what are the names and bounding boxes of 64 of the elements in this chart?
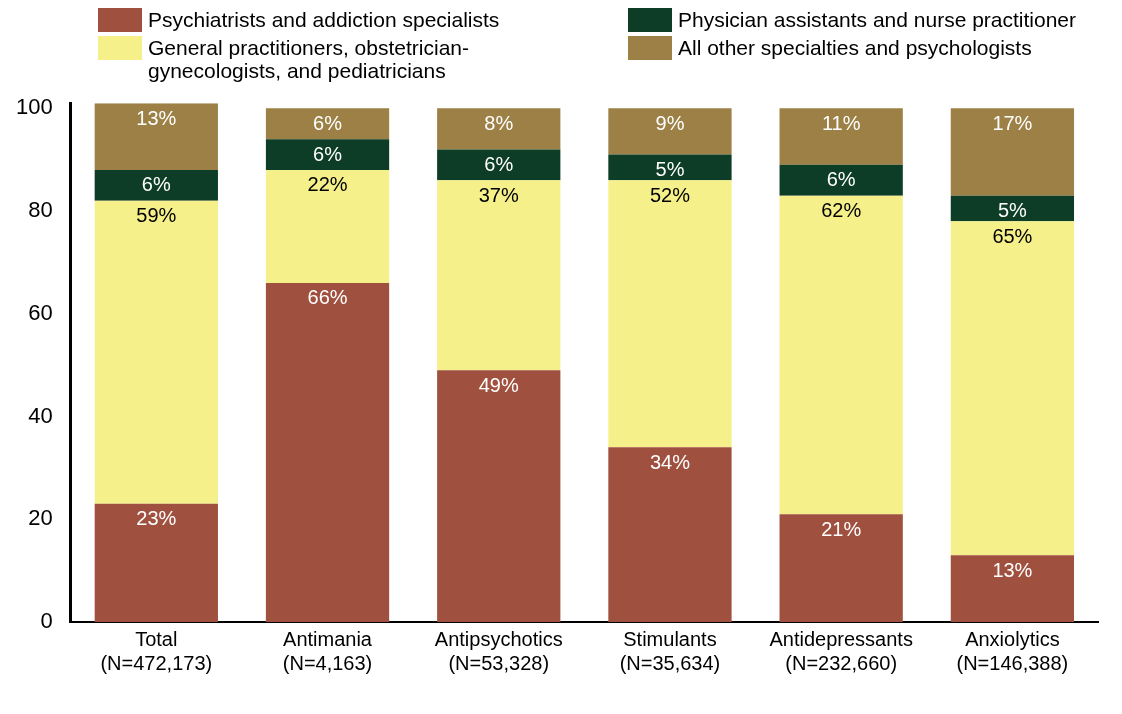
bar [94,200,218,504]
data-label: 17% [992,111,1033,134]
data-label: 66% [307,286,348,309]
y-tick-label: 40 [28,402,53,428]
data-label: 21% [821,517,862,540]
x-tick-label: Antidepressants (N=232,660) [769,627,913,674]
bar [608,154,732,181]
data-label: 34% [649,450,691,473]
y-tick-label: 20 [28,505,53,531]
data-label: 6% [313,111,343,134]
data-label: 52% [649,183,691,206]
y-tick-label: 0 [40,608,53,634]
data-label: 65% [992,224,1033,247]
data-label: 23% [136,507,177,530]
data-label: 5% [655,158,685,181]
bar [779,108,903,165]
y-tick-label: 80 [28,197,53,223]
x-tick-label: Total (N=472,173) [100,627,213,674]
data-label: 6% [826,168,856,191]
bar [950,221,1075,556]
bar [437,149,561,181]
bar [608,447,732,622]
data-label: 8% [484,111,514,134]
bar [779,514,903,622]
bar [94,103,218,170]
legend-label: Physician assistants and nurse practitioner [678,8,1077,31]
x-tick-label: Antipsychotics (N=53,328) [434,627,563,674]
legend-label: General practitioners, obstetrician-gynecologists, and pediatricians [148,36,470,82]
data-label: 9% [655,111,685,134]
bar [94,169,218,201]
x-tick-label: Antimania (N=4,163) [282,627,373,674]
legend-label: Psychiatrists and addiction specialists [148,8,500,31]
bar [265,169,390,283]
data-label: 13% [992,558,1033,581]
bar [779,164,903,196]
bar [608,180,732,448]
data-label: 6% [141,173,171,196]
data-label: 49% [478,373,519,396]
data-label: 22% [307,173,348,196]
bar [950,108,1075,196]
data-label: 37% [478,183,519,206]
data-label: 13% [136,106,177,129]
bar [437,180,561,371]
bar [265,108,390,140]
bar [779,195,903,515]
bar [950,195,1075,222]
data-label: 62% [821,199,862,222]
data-label: 6% [313,142,343,165]
x-tick-label: Anxiolytics (N=146,388) [956,627,1069,674]
legend-label: All other specialties and psychologists [678,36,1032,59]
bar [950,555,1075,622]
x-tick-label: Stimulants (N=35,634) [619,627,721,674]
bar [437,108,561,150]
bar [437,370,561,622]
bar [608,108,732,155]
bar [94,503,218,622]
data-label: 11% [821,111,861,134]
y-tick-label: 60 [28,299,53,325]
y-tick-label: 100 [15,94,53,120]
data-label: 6% [484,152,514,175]
data-label: 59% [136,204,177,227]
bar [265,282,390,622]
data-label: 5% [997,199,1028,222]
bar [265,139,390,170]
